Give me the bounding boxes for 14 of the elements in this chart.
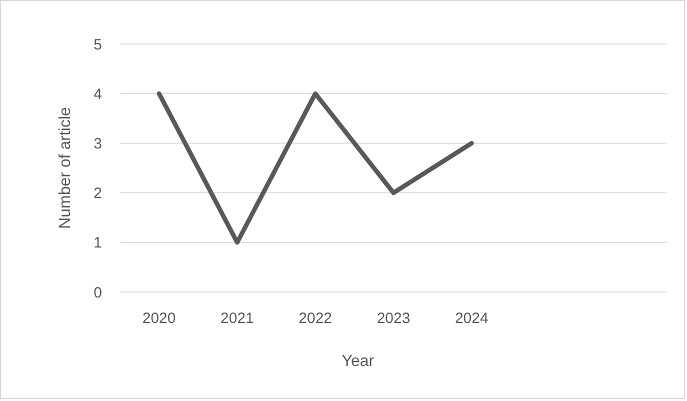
line-series — [156, 91, 474, 245]
y-tick-label: 1 — [94, 234, 102, 252]
x-tick-label: 2024 — [454, 310, 488, 327]
x-tick-label: 2021 — [220, 310, 254, 327]
y-tick-label: 3 — [94, 135, 102, 152]
x-tick-label: 2020 — [142, 310, 176, 327]
x-tick-label: 2022 — [298, 310, 332, 327]
y-tick-label: 5 — [94, 36, 102, 54]
y-axis-title: Number of article — [57, 106, 74, 229]
x-tick-label: 2023 — [376, 310, 410, 327]
x-axis-title: Year — [342, 353, 375, 370]
y-tick-label: 0 — [94, 284, 102, 302]
y-tick-label: 2 — [94, 185, 102, 202]
y-tick-label: 4 — [94, 86, 102, 103]
